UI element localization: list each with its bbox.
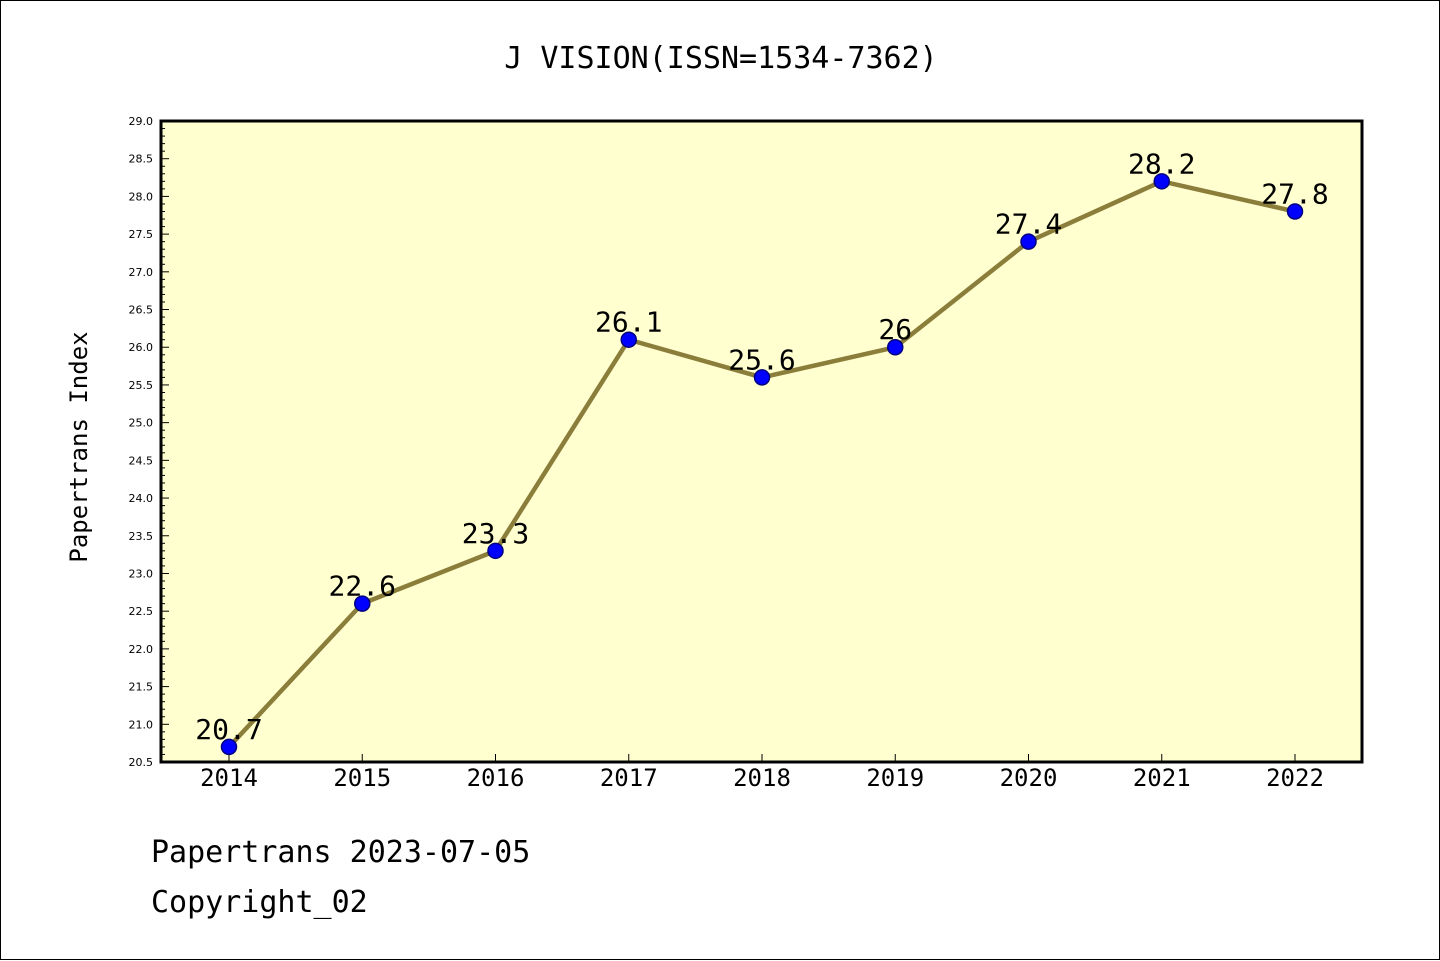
- x-tick-label: 2018: [733, 764, 791, 792]
- y-tick-label: 29.0: [129, 115, 154, 128]
- x-axis: 2014 2015 2016 2017 2018 2019 2020 2021 2022: [200, 754, 1324, 792]
- data-label: 26.1: [595, 306, 662, 339]
- data-series: 20.7 22.6 23.3 26.1 25.6 26 27.4 28.2 27.8: [195, 147, 1329, 756]
- footer-date: Papertrans 2023-07-05: [151, 835, 531, 870]
- data-point: [354, 595, 371, 612]
- y-tick-label: 27.0: [129, 266, 154, 279]
- data-label: 27.8: [1261, 177, 1328, 210]
- y-tick-label: 25.5: [129, 379, 154, 392]
- y-tick-label: 23.5: [129, 530, 154, 543]
- x-tick-label: 2014: [200, 764, 258, 792]
- y-tick-label: 23.0: [129, 567, 154, 580]
- data-label: 25.6: [728, 343, 795, 376]
- x-tick-label: 2015: [333, 764, 391, 792]
- data-label: 28.2: [1128, 147, 1195, 180]
- data-label: 26: [878, 313, 912, 346]
- x-tick-label: 2020: [1000, 764, 1058, 792]
- x-tick-label: 2021: [1133, 764, 1191, 792]
- y-tick-label: 21.5: [129, 681, 154, 694]
- data-label: 27.4: [995, 208, 1062, 241]
- footer-copyright: Copyright_02: [151, 885, 368, 920]
- x-tick-label: 2016: [467, 764, 525, 792]
- chart-title: J VISION(ISSN=1534-7362): [504, 41, 937, 76]
- x-tick-label: 2019: [866, 764, 924, 792]
- x-tick-label: 2022: [1266, 764, 1324, 792]
- data-point: [620, 331, 637, 348]
- y-tick-label: 24.0: [129, 492, 154, 505]
- y-tick-label: 26.5: [129, 304, 154, 317]
- y-tick-label: 26.0: [129, 341, 154, 354]
- y-tick-label: 22.5: [129, 605, 154, 618]
- data-point: [487, 542, 504, 560]
- y-tick-label: 28.5: [129, 153, 154, 166]
- x-tick-label: 2017: [600, 764, 658, 792]
- data-point: [1286, 203, 1304, 220]
- y-axis-label: Papertrans Index: [65, 331, 93, 562]
- plot-area: [159, 119, 1364, 764]
- data-point: [1020, 233, 1037, 250]
- y-axis: 20.5 21.0 21.5 22.0 22.5 23.0 23.5 24.0 24.5 25.0…: [129, 115, 169, 769]
- y-tick-label: 24.5: [129, 454, 154, 467]
- data-point: [753, 369, 771, 386]
- y-tick-label: 28.0: [129, 190, 154, 203]
- data-point: [220, 738, 238, 756]
- y-tick-label: 22.0: [129, 643, 154, 656]
- data-point: [887, 338, 904, 356]
- y-tick-label: 20.5: [129, 756, 154, 769]
- data-label: 22.6: [329, 570, 396, 603]
- data-point: [1153, 173, 1170, 190]
- data-label: 20.7: [195, 713, 262, 746]
- y-tick-label: 25.0: [129, 417, 154, 430]
- y-tick-label: 21.0: [129, 718, 154, 731]
- y-tick-label: 27.5: [129, 228, 154, 241]
- data-label: 23.3: [462, 517, 529, 550]
